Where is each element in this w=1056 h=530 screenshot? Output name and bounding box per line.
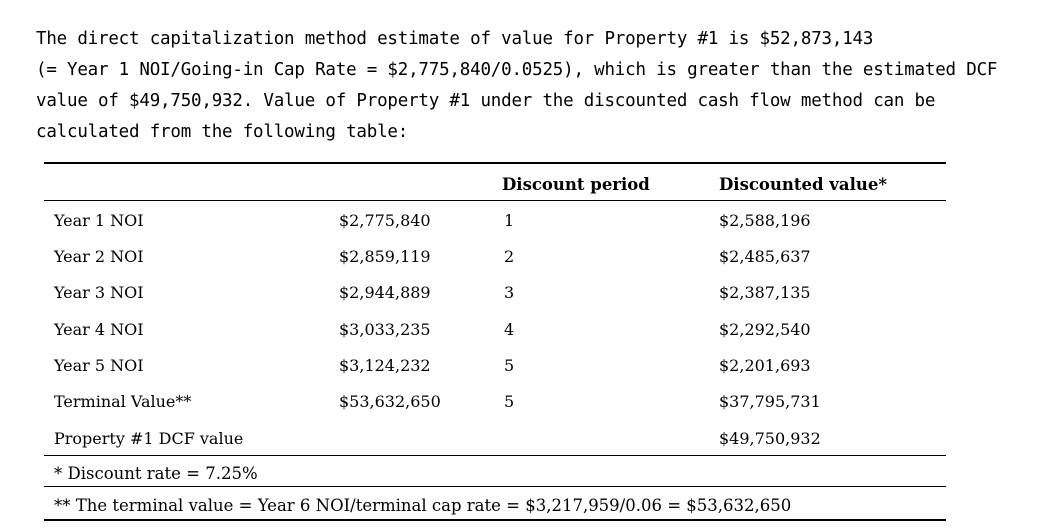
row-amount: $2,775,840 xyxy=(339,211,431,230)
row-amount: $53,632,650 xyxy=(339,392,441,411)
total-label: Property #1 DCF value xyxy=(54,429,244,448)
footnote-discount-rate: * Discount rate = 7.25% xyxy=(54,464,258,483)
row-period: 4 xyxy=(504,320,515,339)
row-period: 1 xyxy=(504,211,515,230)
paragraph-line-1: The direct capitalization method estimat… xyxy=(36,29,874,49)
intro-paragraph: The direct capitalization method estimat… xyxy=(36,24,1046,148)
row-period: 3 xyxy=(504,283,515,302)
total-rule xyxy=(44,455,946,456)
paragraph-line-3: value of $49,750,932. Value of Property … xyxy=(36,91,936,111)
footnote-rule xyxy=(44,486,946,487)
row-discounted: $2,588,196 xyxy=(719,211,811,230)
row-period: 5 xyxy=(504,392,515,411)
footnote-terminal-value: ** The terminal value = Year 6 NOI/termi… xyxy=(54,496,792,515)
row-label: Year 1 NOI xyxy=(54,211,144,230)
paragraph-line-2: (= Year 1 NOI/Going-in Cap Rate = $2,775… xyxy=(36,60,998,80)
row-discounted: $2,387,135 xyxy=(719,283,811,302)
row-discounted: $37,795,731 xyxy=(719,392,821,411)
row-amount: $3,033,235 xyxy=(339,320,431,339)
row-amount: $3,124,232 xyxy=(339,356,431,375)
row-discounted: $2,292,540 xyxy=(719,320,811,339)
row-label: Year 4 NOI xyxy=(54,320,144,339)
row-amount: $2,944,889 xyxy=(339,283,431,302)
header-discounted-value: Discounted value* xyxy=(719,175,887,194)
row-discounted: $2,485,637 xyxy=(719,247,811,266)
row-period: 2 xyxy=(504,247,515,266)
row-label: Year 5 NOI xyxy=(54,356,144,375)
row-period: 5 xyxy=(504,356,515,375)
table-top-rule xyxy=(44,162,946,164)
row-label: Terminal Value** xyxy=(54,392,192,411)
row-label: Year 3 NOI xyxy=(54,283,144,302)
row-discounted: $2,201,693 xyxy=(719,356,811,375)
paragraph-line-4: calculated from the following table: xyxy=(36,122,409,142)
total-value: $49,750,932 xyxy=(719,429,821,448)
row-label: Year 2 NOI xyxy=(54,247,144,266)
table-bottom-rule xyxy=(44,519,946,521)
header-rule xyxy=(44,200,946,201)
row-amount: $2,859,119 xyxy=(339,247,431,266)
header-discount-period: Discount period xyxy=(502,175,650,194)
